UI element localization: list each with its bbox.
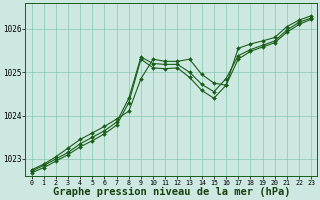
X-axis label: Graphe pression niveau de la mer (hPa): Graphe pression niveau de la mer (hPa) [52, 187, 290, 197]
